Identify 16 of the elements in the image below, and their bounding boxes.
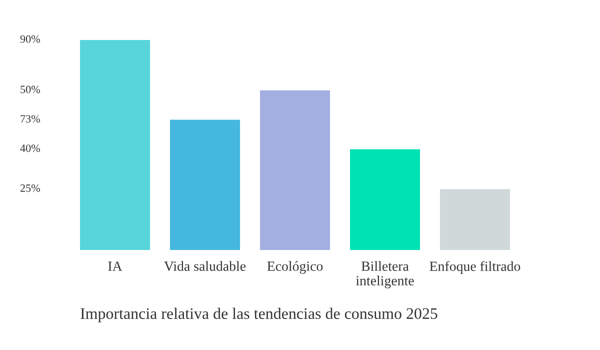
bar bbox=[440, 189, 510, 250]
x-tick-label: Vida saludable bbox=[164, 261, 246, 271]
text: 73% bbox=[20, 115, 40, 123]
text: 25% bbox=[20, 184, 40, 192]
text: 90% bbox=[20, 35, 40, 43]
bar bbox=[350, 149, 420, 250]
bar bbox=[170, 120, 240, 250]
x-tick-label: Ecológico bbox=[267, 261, 323, 274]
bar bbox=[80, 40, 150, 250]
text: 50% bbox=[20, 86, 40, 94]
x-tick-label: Billetera inteligente bbox=[356, 261, 414, 288]
bar bbox=[260, 90, 330, 250]
x-tick-label: Enfoque filtrado bbox=[430, 261, 520, 274]
x-tick-label: IA bbox=[108, 262, 122, 271]
text: 40% bbox=[20, 144, 40, 152]
text: Importancia relativa de las tendencias de consumo 2025 bbox=[80, 308, 438, 322]
